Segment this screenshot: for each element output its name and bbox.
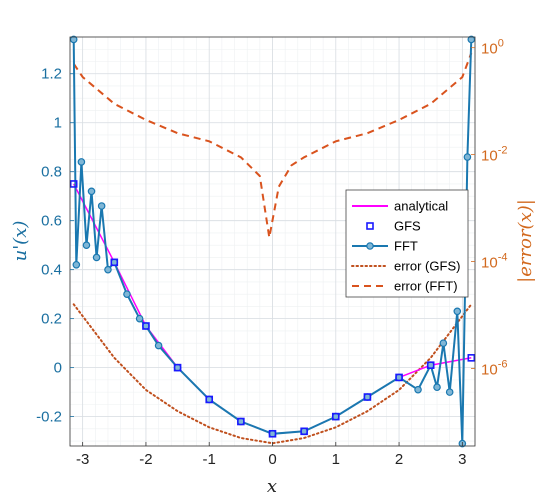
y-right-tick-label: 10-6 <box>481 358 507 378</box>
series-error-fft <box>72 52 473 238</box>
x-tick-label: 2 <box>395 451 403 468</box>
y-left-tick-label: 0.2 <box>41 311 62 328</box>
gfs-point <box>395 373 403 382</box>
gfs-point <box>110 258 119 267</box>
gfs-point <box>173 363 182 372</box>
fft-point <box>414 385 422 394</box>
x-tick-label: 1 <box>332 451 340 468</box>
gfs-point <box>268 429 277 438</box>
x-tick-label: 0 <box>268 451 276 468</box>
y-left-tick-label: -0.2 <box>36 409 62 426</box>
fft-point <box>154 341 163 350</box>
legend-label: error (FFT) <box>394 279 458 294</box>
x-tick-label: -1 <box>203 451 216 468</box>
legend-label: FFT <box>394 239 418 254</box>
fft-point <box>463 153 472 161</box>
series-fft-line <box>72 39 473 444</box>
gfs-point <box>467 354 476 362</box>
y-left-axis-label: u'(x) <box>10 221 31 262</box>
y-right-tick-exponent: -4 <box>498 252 508 264</box>
gfs-point <box>331 412 340 421</box>
gfs-point <box>237 417 245 426</box>
y-right-tick-label: 10-2 <box>481 145 507 165</box>
fft-point <box>123 290 131 298</box>
legend-swatch-fft-marker <box>366 242 374 250</box>
legend-label: GFS <box>394 219 421 234</box>
fft-point <box>87 187 96 196</box>
y-left-tick-label: 0.6 <box>41 213 62 230</box>
y-left-tick-label: 0.8 <box>41 164 62 181</box>
gfs-point <box>142 322 150 330</box>
y-right-axis-label: |error(x)| <box>515 199 536 283</box>
fft-point <box>72 260 81 269</box>
y-right-tick-label: 10-4 <box>481 252 507 272</box>
fft-point <box>104 265 112 274</box>
fft-point <box>82 241 91 249</box>
legend: analytical GFS FFT error (GFS) error (FFT) <box>345 189 469 298</box>
fft-point <box>453 307 462 316</box>
fft-point <box>439 339 448 347</box>
x-axis-label: x <box>267 476 277 497</box>
ticks: -3 -2 -1 0 1 2 3 -0.2 0 0.2 0.4 0.6 0.8 1 1.2 10-6 10-4 1… <box>36 38 507 468</box>
gfs-point <box>300 427 308 436</box>
y-left-tick-label: 1.2 <box>41 66 62 83</box>
x-tick-label: -2 <box>139 451 152 468</box>
y-left-tick-label: 1 <box>54 115 62 132</box>
gfs-point <box>426 361 435 369</box>
fft-point <box>69 35 78 44</box>
fft-point <box>467 35 476 44</box>
gfs-point <box>205 395 214 404</box>
legend-swatch-gfs <box>366 222 374 230</box>
y-right-tick-label: 100 <box>481 38 504 58</box>
fft-point <box>433 383 441 392</box>
fft-point <box>77 158 86 166</box>
legend-box <box>345 189 469 298</box>
legend-label: analytical <box>394 199 448 214</box>
fft-point <box>92 253 101 262</box>
legend-label: error (GFS) <box>394 259 460 274</box>
y-left-tick-label: 0 <box>54 360 62 377</box>
gfs-point <box>69 180 78 188</box>
y-left-tick-label: 0.4 <box>41 262 62 279</box>
y-right-tick-exponent: -2 <box>498 145 508 157</box>
fft-point <box>97 202 106 210</box>
fft-point <box>445 388 454 396</box>
series-layer <box>69 35 476 448</box>
x-tick-label: -3 <box>76 451 89 468</box>
fft-point <box>135 314 144 323</box>
x-tick-label: 3 <box>458 451 466 468</box>
y-right-tick-exponent: 0 <box>498 38 504 50</box>
gfs-point <box>363 393 372 401</box>
y-right-tick-exponent: -6 <box>498 358 508 370</box>
